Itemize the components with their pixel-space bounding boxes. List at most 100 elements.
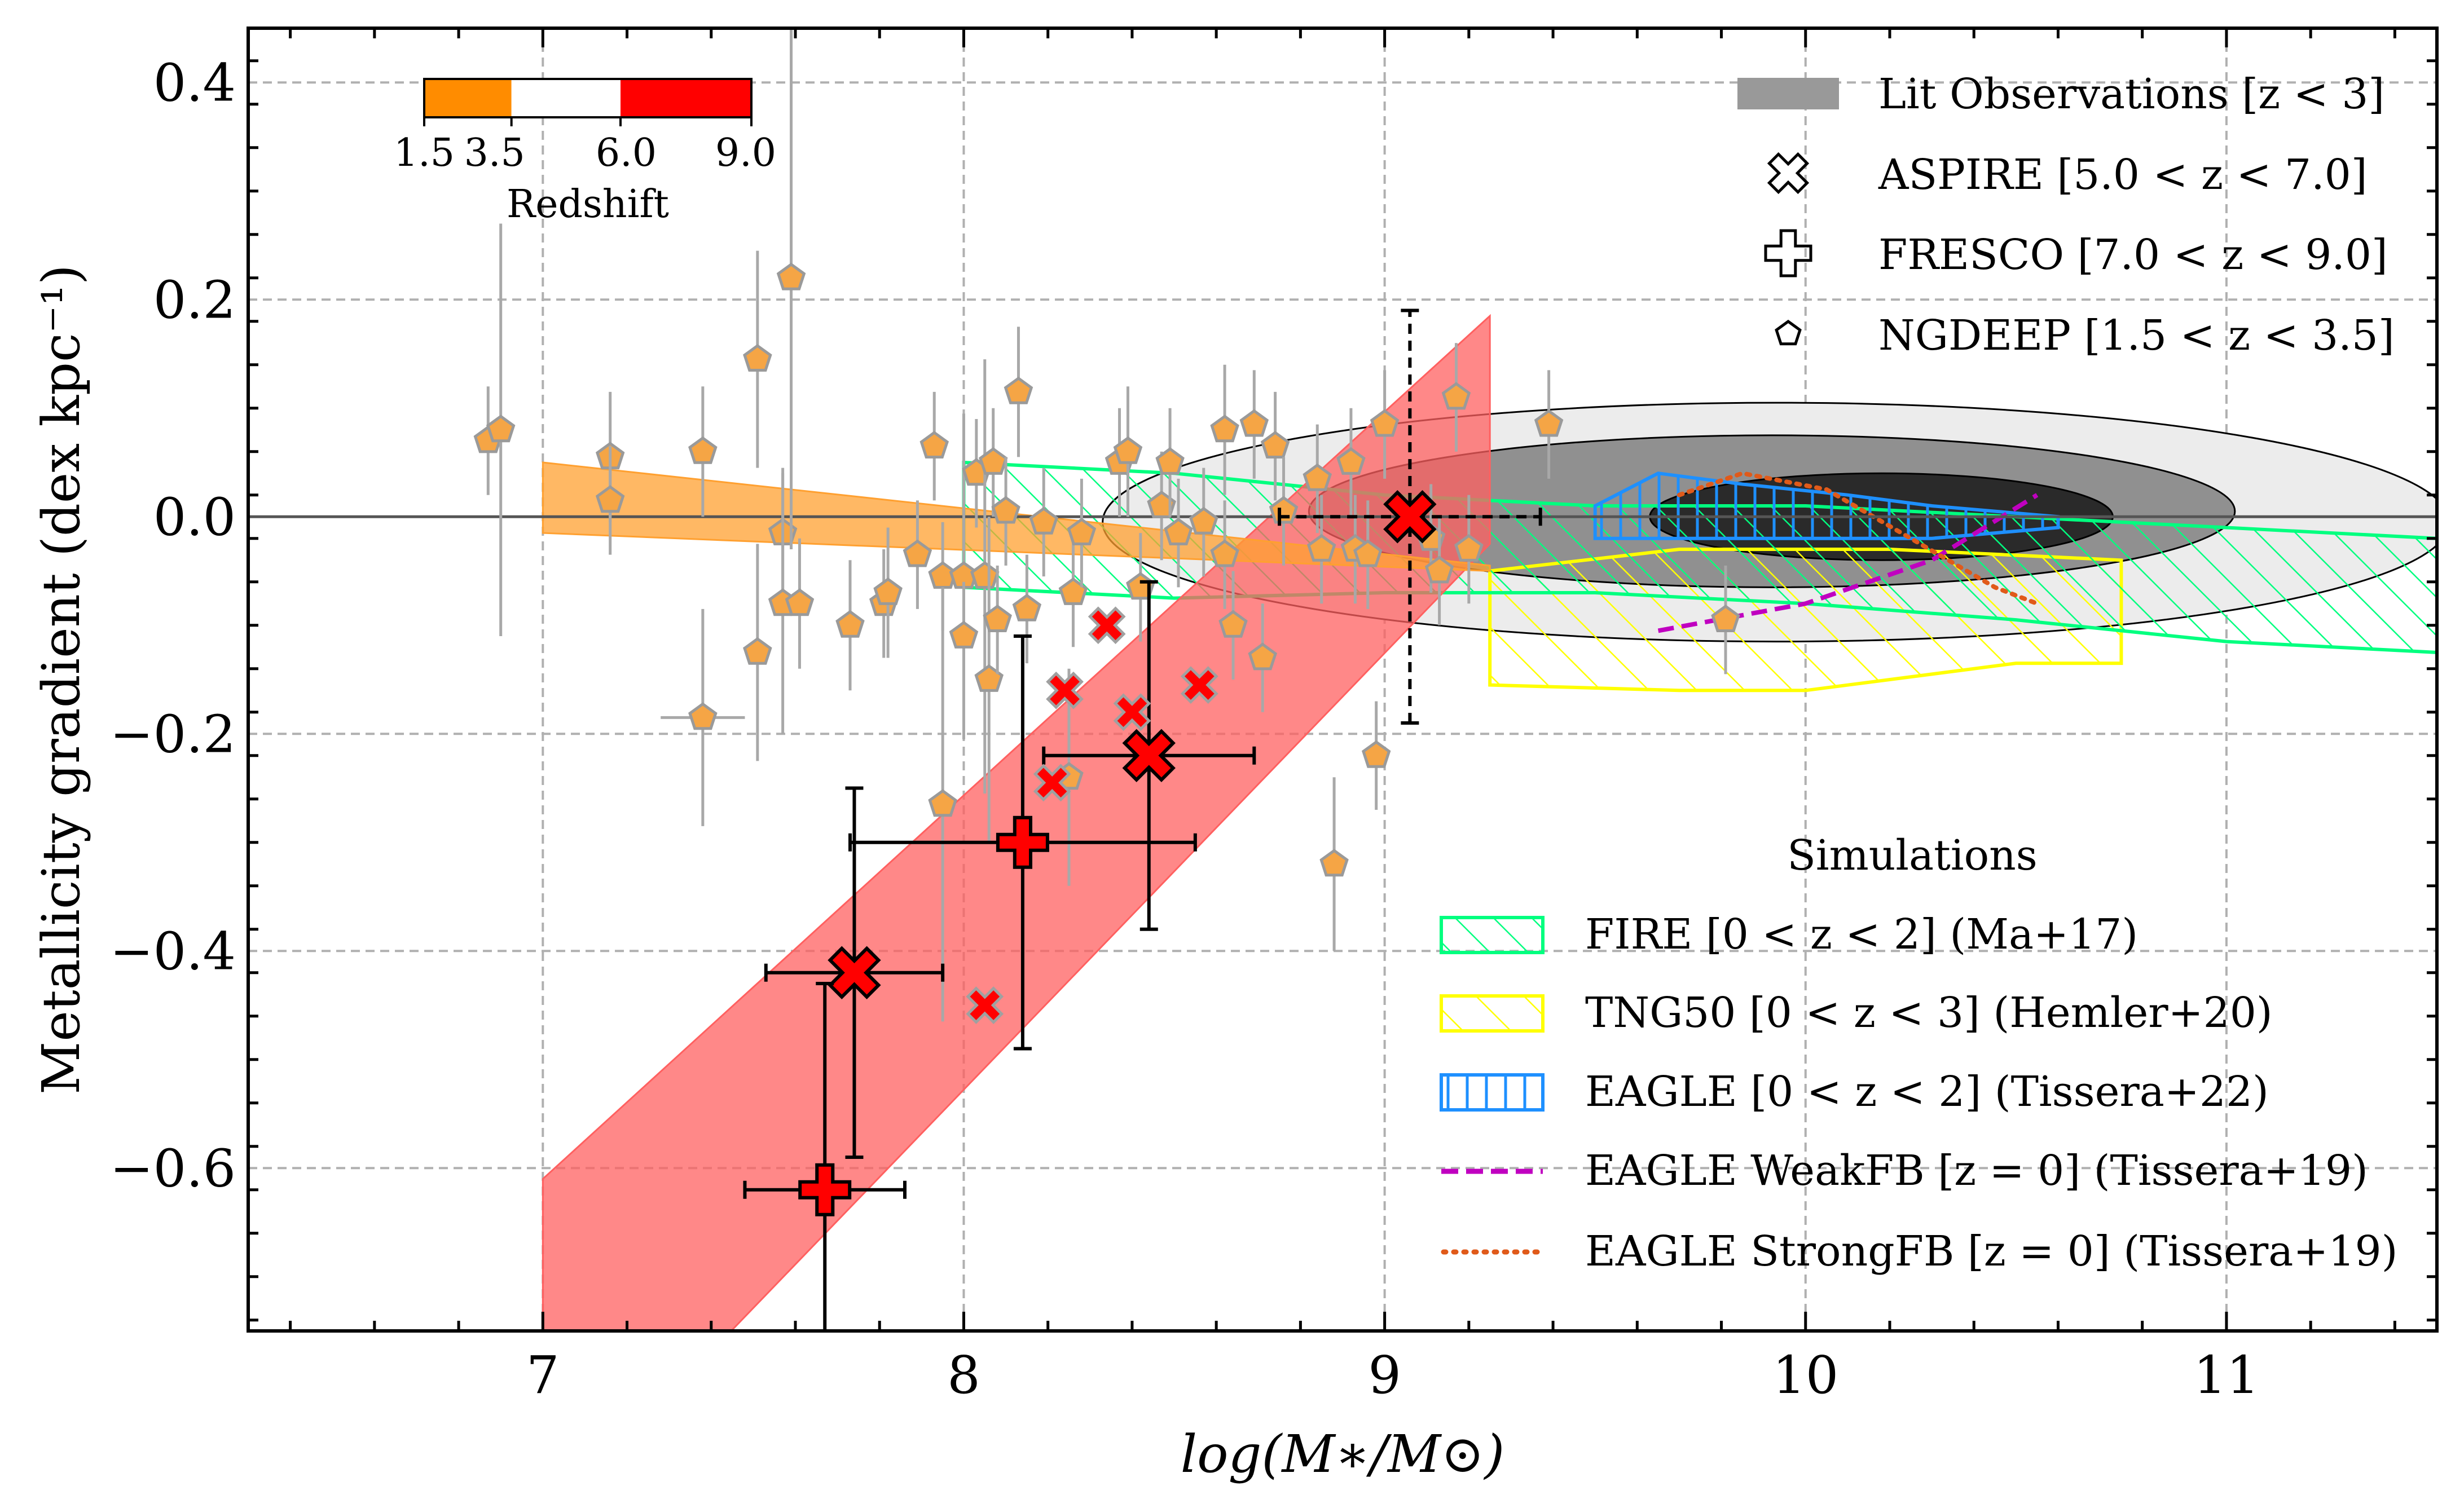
sim-legend-swatch: [1440, 916, 1545, 954]
ngdeep-marker: [1353, 539, 1383, 567]
obs-legend-entry: NGDEEP [1.5 < z < 3.5]: [1775, 311, 2395, 360]
ngdeep-point: [1711, 565, 1740, 674]
ngdeep-marker: [983, 605, 1012, 632]
fresco-point: [848, 634, 1197, 1051]
axis-ticks: 7 8 9 10 11 −0.6 −0.4 −0.2 0.0 0.2 0.4: [110, 28, 2437, 1405]
colorbar-tick-label: 6.0: [596, 131, 657, 175]
ngdeep-point: [1058, 538, 1088, 647]
observations-legend: Lit Observations [z < 3] ASPIRE [5.0 < z …: [1737, 70, 2395, 360]
ngdeep-point: [1534, 370, 1564, 479]
y-tick-label: 0.4: [153, 52, 236, 113]
ngdeep-point: [1029, 468, 1059, 577]
ngdeep-point: [983, 565, 1012, 674]
ngdeep-marker: [1067, 518, 1097, 545]
ngdeep-marker: [1210, 539, 1239, 567]
aspire-marker: [1088, 606, 1126, 645]
ngdeep-marker: [1269, 496, 1299, 524]
ngdeep-marker: [1012, 593, 1042, 621]
ngdeep-point: [835, 560, 865, 691]
ngdeep-marker: [785, 588, 815, 616]
ngdeep-marker: [903, 539, 932, 567]
ngdeep-point: [1004, 327, 1033, 457]
ngdeep-marker: [1260, 431, 1290, 458]
aspire-legend-icon: [1767, 152, 1810, 195]
colorbar-label: Redshift: [507, 182, 669, 227]
ngdeep-point: [928, 587, 957, 1022]
x-tick-label: 10: [1772, 1345, 1838, 1405]
ngdeep-point: [486, 223, 516, 636]
plot-frame: [247, 27, 2439, 1333]
ngdeep-marker: [970, 561, 1000, 589]
ngdeep-marker: [1155, 447, 1185, 475]
ngdeep-marker: [991, 496, 1020, 524]
aspire-marker: [828, 946, 881, 999]
ngdeep-point: [785, 538, 815, 669]
ngdeep-point: [1353, 500, 1383, 609]
y-tick-label: −0.2: [110, 704, 236, 764]
ngdeep-point: [1218, 571, 1248, 680]
ngdeep-marker: [1218, 610, 1248, 638]
ngdeep-point: [1303, 424, 1332, 533]
ngdeep-point: [1306, 495, 1336, 604]
ngdeep-point: [1189, 468, 1218, 577]
aspire-point: [966, 986, 1004, 1024]
aspire-point: [1042, 580, 1256, 931]
aspire-marker: [1180, 666, 1218, 704]
aspire-point: [1033, 764, 1071, 802]
ngdeep-point: [1269, 457, 1299, 566]
fresco-legend-icon: [1764, 229, 1812, 277]
y-axis-title: Metallicity gradient (dex kpc⁻¹): [31, 264, 91, 1095]
ngdeep-marker: [928, 789, 957, 817]
ngdeep-marker: [1164, 518, 1193, 545]
ngdeep-point: [991, 457, 1020, 566]
ngdeep-marker: [949, 620, 979, 649]
ngdeep-marker: [743, 637, 772, 665]
ngdeep-marker: [835, 610, 865, 638]
ngdeep-point: [974, 517, 1004, 843]
sim-legend-swatch: [1440, 994, 1545, 1033]
aspire-point: [1113, 693, 1151, 731]
ngdeep-point: [919, 391, 949, 501]
ngdeep-point: [1164, 478, 1193, 588]
ngdeep-point: [1454, 495, 1484, 604]
ngdeep-point: [949, 581, 979, 691]
colorbar-tick-label: 9.0: [715, 131, 776, 175]
simulations-legend: Simulations FIRE [0 < z < 2] (Ma+17) TNG5…: [1440, 831, 2397, 1276]
ngdeep-point: [1210, 364, 1239, 495]
ngdeep-point: [970, 359, 1000, 794]
colorbar-frame: [423, 78, 753, 118]
ngdeep-point: [1361, 701, 1391, 810]
ngdeep-marker: [1336, 447, 1366, 475]
eagle-strongfb-line: [1677, 471, 2040, 606]
ngdeep-marker: [978, 447, 1008, 475]
redshift-colorbar: Redshift 1.5 3.5 6.0 9.0: [394, 78, 776, 227]
ngdeep-marker: [1534, 409, 1564, 437]
fresco-marker: [798, 1163, 852, 1216]
colorbar-segment: [511, 79, 621, 117]
ngdeep-marker: [919, 431, 949, 458]
aspire-point: [1046, 671, 1084, 709]
ngdeep-point: [873, 527, 903, 658]
aspire-point: [1088, 606, 1126, 645]
ngdeep-marker: [1319, 849, 1349, 877]
ngdeep-point: [1336, 408, 1366, 517]
ngdeep-point: [1155, 408, 1185, 517]
ngdeep-point: [1370, 370, 1400, 479]
ngdeep-marker: [974, 664, 1004, 692]
ngdeep-marker: [1029, 506, 1059, 535]
ngdeep-marker: [688, 702, 718, 730]
sim-legend-entry: EAGLE StrongFB [z = 0] (Tissera+19): [1441, 1227, 2397, 1276]
ngdeep-marker: [1454, 533, 1484, 562]
ngdeep-marker: [1113, 436, 1143, 464]
sim-legend-swatch: [1440, 1073, 1545, 1112]
lit-observations-swatch: [1737, 78, 1839, 109]
ngdeep-marker: [1239, 409, 1269, 437]
ngdeep-marker: [743, 344, 772, 372]
ngdeep-point: [1424, 517, 1454, 625]
aspire-marker: [1383, 490, 1437, 544]
aspire-marker: [1033, 764, 1071, 802]
data-points: [473, 28, 1740, 1331]
ngdeep-point: [688, 386, 718, 517]
colorbar-tick-label: 1.5: [394, 131, 455, 175]
